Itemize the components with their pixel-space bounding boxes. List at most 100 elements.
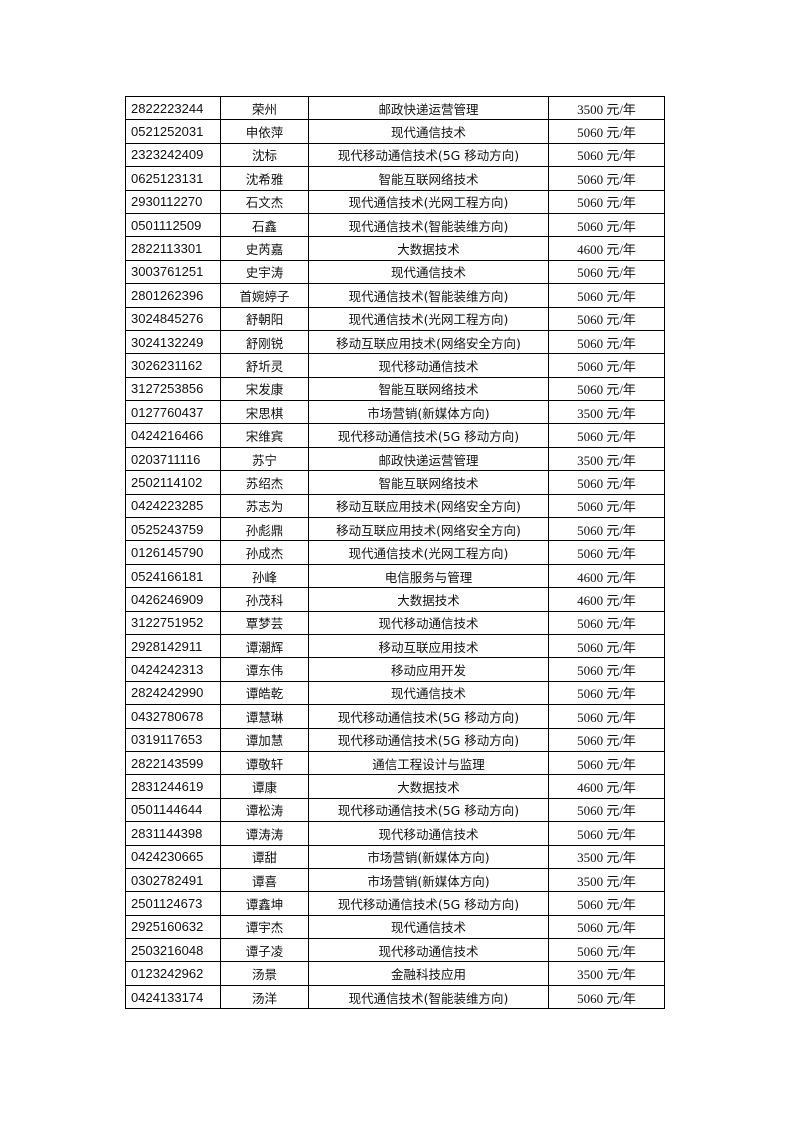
major-cell: 现代通信技术(智能装维方向) (308, 283, 549, 308)
table-row: 0426246909 孙茂科 大数据技术 4600 元/年 (125, 587, 665, 612)
student-name-cell: 谭潮辉 (220, 633, 309, 659)
tuition-fee-cell: 5060 元/年 (548, 984, 665, 1010)
student-name-cell: 首婉婷子 (220, 283, 309, 308)
major-cell: 移动互联应用技术(网络安全方向) (308, 493, 549, 519)
tuition-fee-cell: 5060 元/年 (548, 259, 665, 285)
student-name-cell: 谭喜 (220, 867, 309, 893)
table-row: 0302782491 谭喜 市场营销(新媒体方向) 3500 元/年 (125, 867, 665, 893)
table-row: 2822143599 谭敬轩 通信工程设计与监理 5060 元/年 (125, 750, 665, 776)
major-cell: 现代通信技术 (308, 914, 549, 940)
student-id-cell: 3122751952 (125, 610, 221, 635)
tuition-fee-cell: 5060 元/年 (548, 189, 665, 214)
student-id-cell: 0501112509 (125, 212, 221, 238)
student-name-cell: 汤景 (220, 961, 309, 986)
table-row: 2822223244 荣州 邮政快递运营管理 3500 元/年 (125, 95, 665, 121)
major-cell: 现代通信技术(光网工程方向) (308, 189, 549, 214)
tuition-fee-cell: 5060 元/年 (548, 493, 665, 519)
table-row: 3127253856 宋发康 智能互联网络技术 5060 元/年 (125, 376, 665, 402)
student-id-cell: 0424242313 (125, 657, 221, 682)
tuition-fee-cell: 5060 元/年 (548, 423, 665, 448)
table-row: 2503216048 谭子凌 现代移动通信技术 5060 元/年 (125, 938, 665, 963)
major-cell: 现代通信技术 (308, 680, 549, 706)
student-name-cell: 沈标 (220, 142, 309, 168)
student-name-cell: 谭东伟 (220, 657, 309, 682)
student-id-cell: 2822143599 (125, 750, 221, 776)
major-cell: 现代通信技术 (308, 119, 549, 144)
tuition-fee-cell: 4600 元/年 (548, 774, 665, 799)
student-name-cell: 宋维宾 (220, 423, 309, 448)
tuition-fee-cell: 5060 元/年 (548, 283, 665, 308)
tuition-fee-cell: 3500 元/年 (548, 844, 665, 869)
student-id-cell: 0424223285 (125, 493, 221, 519)
major-cell: 智能互联网络技术 (308, 376, 549, 402)
table-row: 0525243759 孙彪鼎 移动互联应用技术(网络安全方向) 5060 元/年 (125, 517, 665, 542)
student-name-cell: 石文杰 (220, 189, 309, 214)
student-name-cell: 孙茂科 (220, 587, 309, 612)
student-id-cell: 0426246909 (125, 587, 221, 612)
student-name-cell: 宋思棋 (220, 400, 309, 425)
tuition-fee-cell: 5060 元/年 (548, 166, 665, 191)
table-row: 0123242962 汤景 金融科技应用 3500 元/年 (125, 961, 665, 986)
tuition-fee-cell: 5060 元/年 (548, 212, 665, 238)
student-id-cell: 2501124673 (125, 891, 221, 916)
tuition-fee-cell: 5060 元/年 (548, 142, 665, 168)
student-id-cell: 0432780678 (125, 704, 221, 729)
major-cell: 现代通信技术(光网工程方向) (308, 306, 549, 331)
student-id-cell: 2930112270 (125, 189, 221, 214)
student-id-cell: 0424133174 (125, 984, 221, 1010)
table-row: 0424133174 汤洋 现代通信技术(智能装维方向) 5060 元/年 (125, 984, 665, 1010)
table-row: 3122751952 覃梦芸 现代移动通信技术 5060 元/年 (125, 610, 665, 635)
table-row: 0424242313 谭东伟 移动应用开发 5060 元/年 (125, 657, 665, 682)
tuition-fee-cell: 5060 元/年 (548, 329, 665, 355)
major-cell: 移动互联应用技术(网络安全方向) (308, 329, 549, 355)
student-id-cell: 2323242409 (125, 142, 221, 168)
student-name-cell: 谭宇杰 (220, 914, 309, 940)
table-row: 2925160632 谭宇杰 现代通信技术 5060 元/年 (125, 914, 665, 940)
student-name-cell: 谭涛涛 (220, 821, 309, 846)
tuition-fee-cell: 5060 元/年 (548, 633, 665, 659)
major-cell: 大数据技术 (308, 587, 549, 612)
student-id-cell: 2502114102 (125, 470, 221, 495)
student-name-cell: 史宇涛 (220, 259, 309, 285)
table-row: 2928142911 谭潮辉 移动互联应用技术 5060 元/年 (125, 633, 665, 659)
table-row: 3003761251 史宇涛 现代通信技术 5060 元/年 (125, 259, 665, 285)
student-id-cell: 0424216466 (125, 423, 221, 448)
major-cell: 智能互联网络技术 (308, 166, 549, 191)
tuition-fee-cell: 3500 元/年 (548, 400, 665, 425)
student-name-cell: 谭甜 (220, 844, 309, 869)
tuition-fee-cell: 5060 元/年 (548, 938, 665, 963)
table-row: 0319117653 谭加慧 现代移动通信技术(5G 移动方向) 5060 元/年 (125, 727, 665, 752)
table-row: 0424230665 谭甜 市场营销(新媒体方向) 3500 元/年 (125, 844, 665, 869)
tuition-fee-cell: 4600 元/年 (548, 563, 665, 589)
major-cell: 邮政快递运营管理 (308, 95, 549, 121)
tuition-fee-cell: 3500 元/年 (548, 867, 665, 893)
tuition-fee-cell: 5060 元/年 (548, 797, 665, 823)
student-name-cell: 谭慧琳 (220, 704, 309, 729)
tuition-fee-cell: 5060 元/年 (548, 376, 665, 402)
table-row: 0126145790 孙成杰 现代通信技术(光网工程方向) 5060 元/年 (125, 540, 665, 565)
student-name-cell: 舒刚锐 (220, 329, 309, 355)
student-name-cell: 孙成杰 (220, 540, 309, 565)
tuition-fee-cell: 3500 元/年 (548, 446, 665, 472)
major-cell: 市场营销(新媒体方向) (308, 867, 549, 893)
tuition-fee-cell: 5060 元/年 (548, 657, 665, 682)
student-id-cell: 2822223244 (125, 95, 221, 121)
student-name-cell: 苏志为 (220, 493, 309, 519)
major-cell: 金融科技应用 (308, 961, 549, 986)
major-cell: 现代移动通信技术(5G 移动方向) (308, 797, 549, 823)
major-cell: 现代移动通信技术(5G 移动方向) (308, 704, 549, 729)
student-id-cell: 2801262396 (125, 283, 221, 308)
table-row: 2502114102 苏绍杰 智能互联网络技术 5060 元/年 (125, 470, 665, 495)
student-id-cell: 3003761251 (125, 259, 221, 285)
major-cell: 现代通信技术(智能装维方向) (308, 984, 549, 1010)
table-row: 3024132249 舒刚锐 移动互联应用技术(网络安全方向) 5060 元/年 (125, 329, 665, 355)
student-id-cell: 0525243759 (125, 517, 221, 542)
student-id-cell: 2503216048 (125, 938, 221, 963)
table-row: 3024845276 舒朝阳 现代通信技术(光网工程方向) 5060 元/年 (125, 306, 665, 331)
student-name-cell: 舒圻灵 (220, 353, 309, 378)
table-row: 2824242990 谭皓乾 现代通信技术 5060 元/年 (125, 680, 665, 706)
tuition-fee-cell: 5060 元/年 (548, 727, 665, 752)
major-cell: 现代移动通信技术 (308, 353, 549, 378)
table-row: 0432780678 谭慧琳 现代移动通信技术(5G 移动方向) 5060 元/年 (125, 704, 665, 729)
student-id-cell: 2925160632 (125, 914, 221, 940)
